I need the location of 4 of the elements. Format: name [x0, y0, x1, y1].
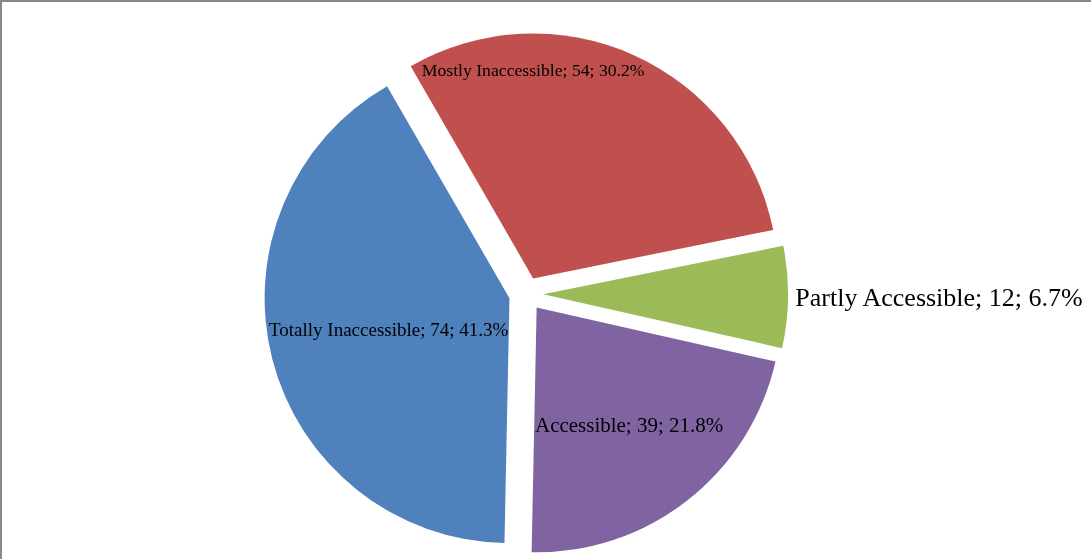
slice-label: Mostly Inaccessible; 54; 30.2% [421, 59, 645, 80]
slice-label: Accessible; 39; 21.8% [535, 413, 724, 438]
slice-label: Totally Inaccessible; 74; 41.3% [269, 318, 509, 340]
slice-label: Partly Accessible; 12; 6.7% [795, 282, 1083, 312]
